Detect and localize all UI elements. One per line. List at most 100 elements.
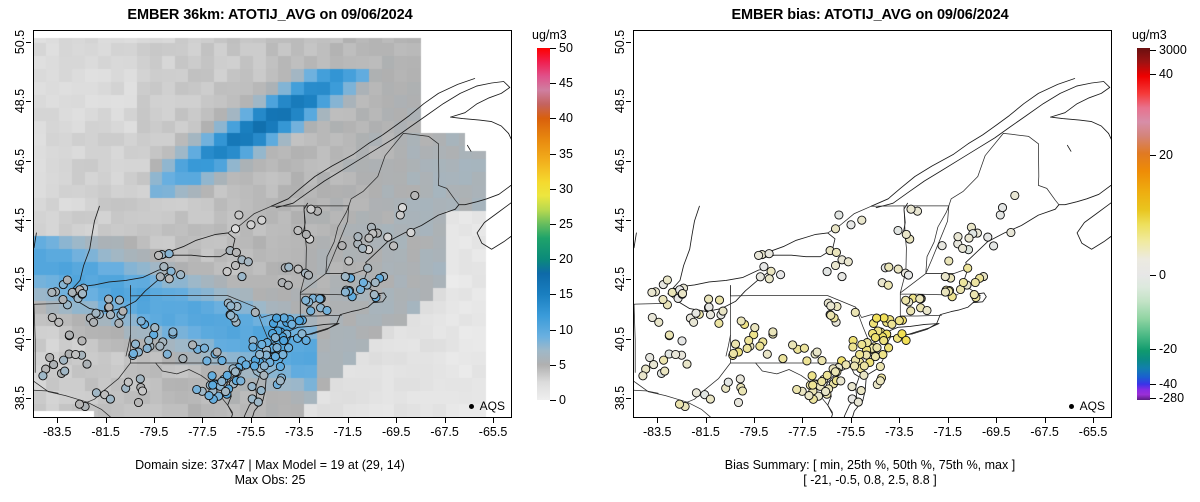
station-marker[interactable] bbox=[207, 371, 217, 381]
station-marker[interactable] bbox=[764, 274, 774, 284]
station-marker[interactable] bbox=[662, 275, 672, 285]
station-marker[interactable] bbox=[872, 343, 882, 353]
station-marker[interactable] bbox=[91, 388, 101, 398]
station-marker[interactable] bbox=[159, 262, 169, 272]
station-marker[interactable] bbox=[937, 241, 947, 251]
station-marker[interactable] bbox=[105, 394, 115, 404]
station-marker[interactable] bbox=[226, 301, 236, 311]
station-marker[interactable] bbox=[822, 370, 832, 380]
station-marker[interactable] bbox=[337, 241, 347, 251]
station-marker[interactable] bbox=[728, 348, 738, 359]
station-marker[interactable] bbox=[231, 247, 241, 257]
station-marker[interactable] bbox=[212, 347, 222, 357]
station-marker[interactable] bbox=[142, 343, 152, 353]
station-marker[interactable] bbox=[293, 225, 303, 236]
station-marker[interactable] bbox=[658, 294, 668, 305]
station-marker[interactable] bbox=[750, 323, 760, 333]
station-marker[interactable] bbox=[340, 287, 350, 297]
station-marker[interactable] bbox=[259, 370, 269, 380]
station-marker[interactable] bbox=[123, 377, 133, 387]
station-marker[interactable] bbox=[963, 263, 973, 273]
model-station-markers[interactable] bbox=[34, 31, 511, 417]
station-marker[interactable] bbox=[247, 382, 257, 392]
station-marker[interactable] bbox=[250, 307, 260, 317]
station-marker[interactable] bbox=[808, 380, 818, 390]
station-marker[interactable] bbox=[168, 327, 178, 337]
station-marker[interactable] bbox=[733, 397, 744, 408]
station-marker[interactable] bbox=[969, 290, 979, 300]
station-marker[interactable] bbox=[714, 295, 725, 305]
station-marker[interactable] bbox=[395, 210, 405, 220]
station-marker[interactable] bbox=[135, 374, 145, 384]
station-marker[interactable] bbox=[879, 336, 889, 346]
station-marker[interactable] bbox=[389, 241, 399, 251]
station-marker[interactable] bbox=[841, 360, 851, 370]
station-marker[interactable] bbox=[958, 243, 968, 253]
station-marker[interactable] bbox=[884, 262, 894, 272]
station-marker[interactable] bbox=[257, 339, 267, 350]
station-marker[interactable] bbox=[363, 263, 373, 273]
station-marker[interactable] bbox=[859, 361, 869, 371]
station-marker[interactable] bbox=[284, 343, 294, 353]
station-marker[interactable] bbox=[759, 262, 769, 272]
station-marker[interactable] bbox=[49, 360, 59, 370]
station-marker[interactable] bbox=[176, 270, 186, 280]
station-marker[interactable] bbox=[38, 371, 48, 381]
station-marker[interactable] bbox=[788, 340, 798, 350]
station-marker[interactable] bbox=[901, 335, 911, 345]
station-marker[interactable] bbox=[659, 355, 669, 365]
station-marker[interactable] bbox=[970, 277, 980, 288]
bias-station-markers[interactable] bbox=[634, 31, 1111, 417]
station-marker[interactable] bbox=[875, 376, 885, 386]
station-marker[interactable] bbox=[906, 204, 916, 214]
station-marker[interactable] bbox=[230, 224, 241, 234]
station-marker[interactable] bbox=[766, 266, 776, 276]
station-marker[interactable] bbox=[353, 232, 363, 242]
station-marker[interactable] bbox=[137, 386, 148, 396]
station-marker[interactable] bbox=[344, 256, 354, 266]
station-marker[interactable] bbox=[221, 386, 231, 397]
station-marker[interactable] bbox=[166, 266, 176, 276]
station-marker[interactable] bbox=[764, 249, 774, 259]
station-marker[interactable] bbox=[249, 361, 260, 371]
station-marker[interactable] bbox=[77, 336, 87, 346]
station-marker[interactable] bbox=[654, 317, 664, 327]
station-marker[interactable] bbox=[958, 277, 968, 288]
station-marker[interactable] bbox=[638, 371, 648, 381]
station-marker[interactable] bbox=[718, 306, 728, 316]
bias-map-plot[interactable]: AQS bbox=[633, 30, 1112, 418]
station-marker[interactable] bbox=[778, 354, 788, 364]
station-marker[interactable] bbox=[230, 367, 240, 377]
station-marker[interactable] bbox=[253, 397, 263, 407]
station-marker[interactable] bbox=[647, 312, 657, 323]
station-marker[interactable] bbox=[647, 287, 657, 297]
station-marker[interactable] bbox=[847, 382, 857, 392]
station-marker[interactable] bbox=[848, 342, 858, 352]
station-marker[interactable] bbox=[383, 232, 393, 242]
station-marker[interactable] bbox=[754, 250, 764, 260]
station-marker[interactable] bbox=[735, 374, 745, 384]
station-marker[interactable] bbox=[222, 267, 232, 277]
station-marker[interactable] bbox=[259, 361, 269, 371]
station-marker[interactable] bbox=[893, 264, 903, 274]
station-marker[interactable] bbox=[217, 376, 227, 387]
station-marker[interactable] bbox=[144, 335, 154, 346]
station-marker[interactable] bbox=[217, 356, 227, 366]
station-marker[interactable] bbox=[192, 384, 202, 395]
station-marker[interactable] bbox=[857, 215, 867, 225]
station-marker[interactable] bbox=[836, 376, 846, 386]
station-marker[interactable] bbox=[922, 305, 932, 316]
station-marker[interactable] bbox=[736, 316, 746, 326]
station-marker[interactable] bbox=[293, 264, 303, 274]
station-marker[interactable] bbox=[340, 272, 350, 282]
station-marker[interactable] bbox=[837, 272, 847, 282]
station-marker[interactable] bbox=[856, 386, 866, 396]
station-marker[interactable] bbox=[301, 335, 311, 345]
station-marker[interactable] bbox=[762, 349, 772, 359]
station-marker[interactable] bbox=[906, 306, 916, 316]
station-marker[interactable] bbox=[997, 203, 1008, 213]
station-marker[interactable] bbox=[821, 386, 831, 397]
station-marker[interactable] bbox=[944, 256, 954, 266]
station-marker[interactable] bbox=[241, 360, 251, 370]
station-marker[interactable] bbox=[64, 330, 74, 340]
